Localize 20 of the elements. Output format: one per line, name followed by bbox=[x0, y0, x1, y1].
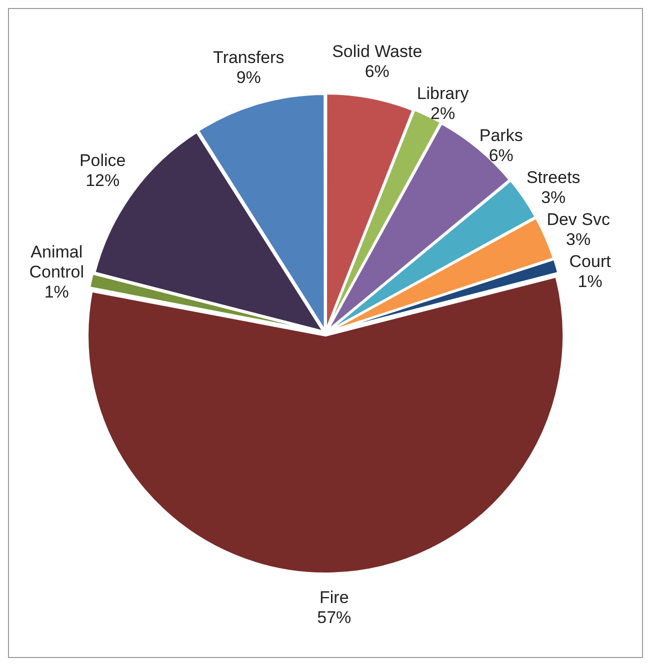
slice-label: Fire bbox=[320, 588, 349, 608]
data-label: 9% bbox=[236, 68, 261, 88]
data-label: 3% bbox=[541, 188, 566, 208]
slice-label: Solid Waste bbox=[332, 42, 422, 62]
data-label: 12% bbox=[86, 170, 120, 190]
slice-label: Animal Control bbox=[29, 242, 84, 282]
data-label: 3% bbox=[566, 230, 591, 250]
data-label: 6% bbox=[488, 146, 514, 166]
data-label: 6% bbox=[364, 62, 390, 82]
data-label: 57% bbox=[317, 608, 352, 628]
slice-label: Library bbox=[416, 84, 470, 104]
slice-label: Streets bbox=[526, 168, 580, 188]
slice-label: Transfers bbox=[213, 48, 284, 68]
data-label: 2% bbox=[430, 104, 456, 124]
slice-label: Parks bbox=[479, 126, 523, 146]
slice-label: Court bbox=[569, 252, 612, 272]
data-label: 1% bbox=[44, 282, 69, 302]
data-label: 1% bbox=[578, 272, 602, 292]
slice-label: Dev Svc bbox=[546, 210, 610, 230]
slice-label: Police bbox=[79, 150, 126, 170]
